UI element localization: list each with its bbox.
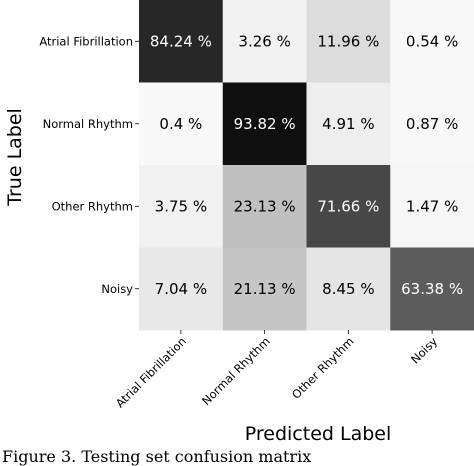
figure-caption: Figure 3. Testing set confusion matrix <box>2 447 312 466</box>
cell-value-label: 63.38 % <box>401 280 463 298</box>
x-tick-label: Noisy <box>408 334 440 366</box>
cell-value-label: 0.54 % <box>406 32 458 50</box>
heatmap-cell <box>139 165 224 248</box>
heatmap-cell <box>306 0 391 83</box>
cell-value-label: 0.4 % <box>159 115 202 133</box>
cell-value-label: 23.13 % <box>234 197 296 215</box>
y-axis-title: True Label <box>4 108 26 207</box>
heatmap-cell <box>390 165 474 248</box>
y-tick-label: Other Rhythm <box>52 199 133 213</box>
heatmap-cell <box>139 247 224 331</box>
cell-value-label: 84.24 % <box>150 32 212 50</box>
heatmap-cell <box>306 165 391 248</box>
x-tick-label: Atrial Fibrillation <box>113 334 189 410</box>
y-tick-label: Noisy <box>101 282 133 296</box>
cell-value-label: 8.45 % <box>322 280 374 298</box>
heatmap-cell <box>139 82 224 166</box>
x-tick-label: Normal Rhythm <box>199 334 273 408</box>
cell-value-label: 4.91 % <box>322 115 374 133</box>
cell-value-label: 7.04 % <box>155 280 207 298</box>
y-tick-label: Atrial Fibrillation <box>39 34 133 48</box>
cell-value-label: 3.26 % <box>238 32 290 50</box>
heatmap-cell <box>222 247 307 331</box>
cell-value-label: 0.87 % <box>406 115 458 133</box>
y-tick-labels: Atrial Fibrillation Normal Rhythm Other Rh… <box>39 34 139 296</box>
cell-value-label: 93.82 % <box>234 115 296 133</box>
x-axis-title: Predicted Label <box>245 423 392 445</box>
heatmap-cell <box>139 0 224 83</box>
cell-value-label: 71.66 % <box>317 197 379 215</box>
heatmap-cell <box>306 82 391 166</box>
cell-value-label: 11.96 % <box>317 32 379 50</box>
x-tick-labels: Atrial Fibrillation Normal Rhythm Other Rh… <box>113 330 440 410</box>
heatmap-cells: 84.24 % 3.26 % 11.96 % 0.54 % 0.4 % 93.82 % 4.… <box>139 0 474 331</box>
cell-value-label: 21.13 % <box>234 280 296 298</box>
x-tick-label: Other Rhythm <box>289 334 356 401</box>
heatmap-cell <box>306 247 391 331</box>
cell-value-label: 1.47 % <box>406 197 458 215</box>
heatmap-cell <box>390 0 474 83</box>
heatmap-cell <box>390 82 474 166</box>
heatmap-cell <box>222 82 307 166</box>
heatmap-cell <box>390 247 474 331</box>
confusion-matrix-chart: 84.24 % 3.26 % 11.96 % 0.54 % 0.4 % 93.82 % 4.… <box>4 0 474 445</box>
y-tick-label: Normal Rhythm <box>43 117 133 131</box>
heatmap-cell <box>222 165 307 248</box>
heatmap-cell <box>222 0 307 83</box>
cell-value-label: 3.75 % <box>155 197 207 215</box>
